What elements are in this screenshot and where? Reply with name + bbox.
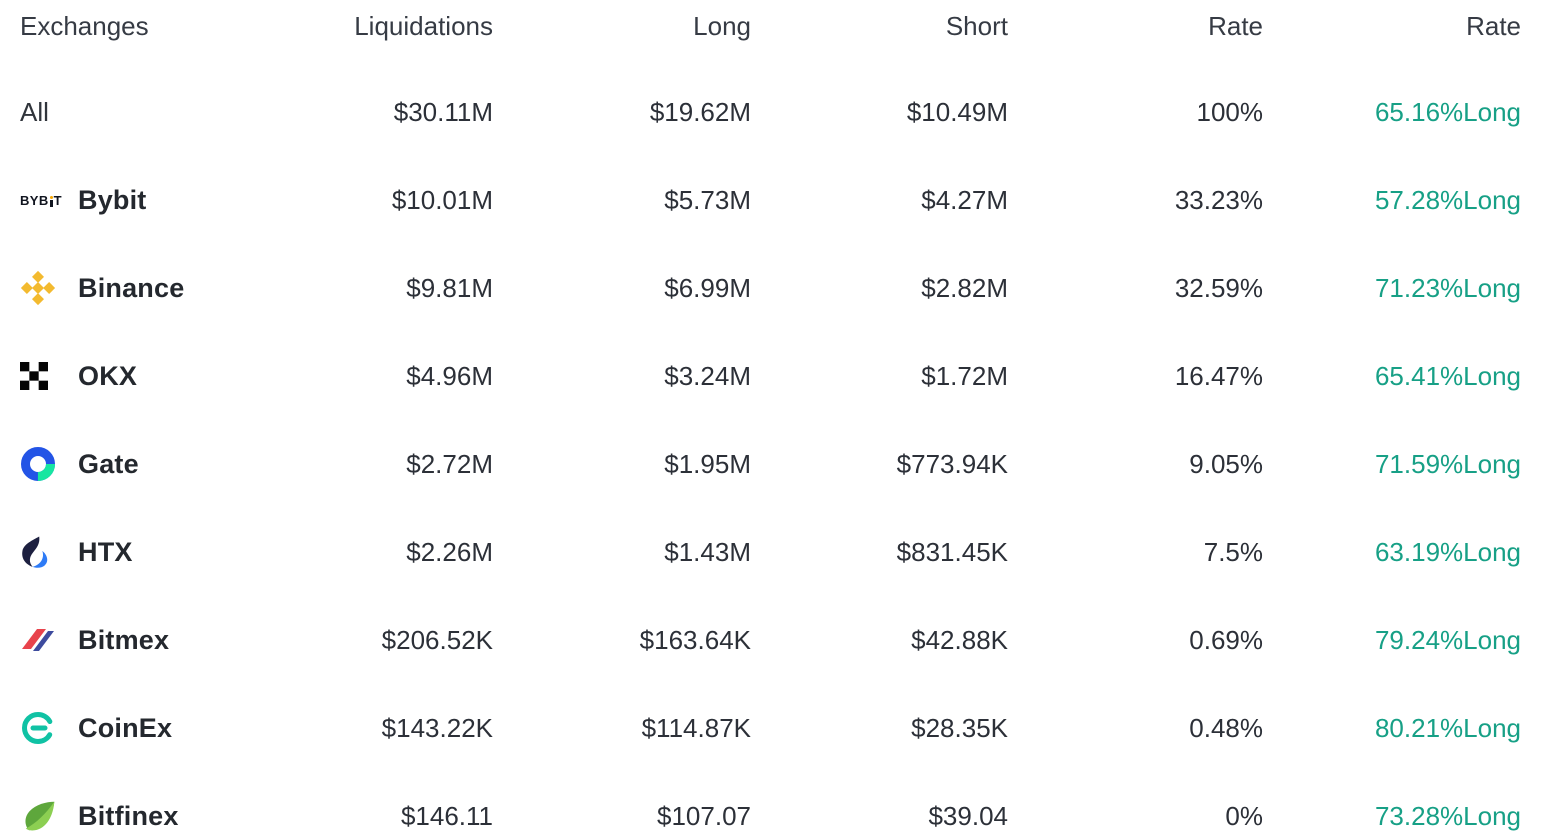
- long-rate-value: 71.23%Long: [1374, 272, 1521, 303]
- okx-icon: [20, 362, 78, 390]
- short-value: $1.72M: [921, 360, 1008, 391]
- long-rate-value: 57.28%Long: [1374, 184, 1521, 215]
- short-value: $773.94K: [896, 448, 1008, 479]
- gate-icon: [20, 446, 78, 482]
- long-rate-value: 73.28%Long: [1374, 800, 1521, 831]
- exchange-cell: BYB T Bybit: [20, 185, 236, 216]
- table-row[interactable]: All $30.11M $19.62M $10.49M 100% 65.16%L…: [20, 68, 1521, 156]
- rate-value: 7.5%: [1203, 536, 1263, 567]
- exchange-cell: Bitmex: [20, 622, 236, 658]
- exchange-cell: Binance: [20, 270, 236, 306]
- header-long-rate[interactable]: Rate: [1466, 10, 1521, 41]
- exchange-cell: Bitfinex: [20, 797, 236, 835]
- long-value: $5.73M: [664, 184, 751, 215]
- exchange-name: Gate: [78, 448, 139, 479]
- coinex-icon: [20, 710, 78, 746]
- liquidations-value: $146.11: [400, 800, 493, 831]
- table-row[interactable]: HTX $2.26M $1.43M $831.45K 7.5% 63.19%Lo…: [20, 508, 1521, 596]
- liquidations-value: $10.01M: [391, 184, 493, 215]
- rate-value: 0.48%: [1189, 712, 1263, 743]
- long-value: $1.43M: [664, 536, 751, 567]
- long-value: $163.64K: [639, 624, 751, 655]
- liquidations-value: $2.26M: [406, 536, 493, 567]
- exchange-name: Bitmex: [78, 624, 170, 655]
- bitmex-icon: [20, 622, 78, 658]
- exchange-cell: All: [20, 97, 236, 128]
- exchange-cell: OKX: [20, 361, 236, 392]
- long-value: $6.99M: [664, 272, 751, 303]
- rate-value: 0.69%: [1189, 624, 1263, 655]
- htx-icon: [20, 535, 78, 569]
- long-rate-value: 80.21%Long: [1374, 712, 1521, 743]
- exchange-cell: HTX: [20, 535, 236, 569]
- short-value: $10.49M: [906, 96, 1008, 127]
- liquidations-value: $206.52K: [381, 624, 493, 655]
- exchange-cell: CoinEx: [20, 710, 236, 746]
- rate-value: 100%: [1196, 96, 1264, 127]
- header-long[interactable]: Long: [693, 10, 751, 41]
- long-rate-value: 79.24%Long: [1374, 624, 1521, 655]
- short-value: $2.82M: [921, 272, 1008, 303]
- table-row[interactable]: BYB T Bybit $10.01M $5.73M $4.27M 33.23% …: [20, 156, 1521, 244]
- exchange-name: Binance: [78, 272, 185, 303]
- short-value: $28.35K: [911, 712, 1008, 743]
- table-row[interactable]: Bitmex $206.52K $163.64K $42.88K 0.69% 7…: [20, 596, 1521, 684]
- table-row[interactable]: CoinEx $143.22K $114.87K $28.35K 0.48% 8…: [20, 684, 1521, 772]
- header-liquidations[interactable]: Liquidations: [354, 10, 493, 41]
- long-value: $114.87K: [641, 712, 751, 743]
- header-short[interactable]: Short: [945, 10, 1008, 41]
- table-row[interactable]: Bitfinex $146.11 $107.07 $39.04 0% 73.28…: [20, 772, 1521, 840]
- exchange-name: Bitfinex: [78, 800, 179, 831]
- liquidations-value: $9.81M: [406, 272, 493, 303]
- exchange-cell: Gate: [20, 446, 236, 482]
- short-value: $42.88K: [911, 624, 1008, 655]
- liquidations-value: $30.11M: [393, 96, 493, 127]
- long-rate-value: 71.59%Long: [1374, 448, 1521, 479]
- long-value: $3.24M: [664, 360, 751, 391]
- liquidations-value: $143.22K: [381, 712, 493, 743]
- exchange-name: HTX: [78, 536, 133, 567]
- long-value: $107.07: [657, 800, 751, 831]
- rate-value: 16.47%: [1174, 360, 1263, 391]
- short-value: $831.45K: [896, 536, 1008, 567]
- exchange-name: OKX: [78, 360, 138, 391]
- bybit-icon: BYB T: [20, 192, 62, 208]
- table-header-row: Exchanges Liquidations Long Short Rate R…: [20, 0, 1521, 52]
- long-value: $1.95M: [664, 448, 751, 479]
- rate-value: 32.59%: [1174, 272, 1263, 303]
- rate-value: 33.23%: [1174, 184, 1263, 215]
- liquidations-value: $2.72M: [406, 448, 493, 479]
- rate-value: 0%: [1225, 800, 1263, 831]
- short-value: $4.27M: [921, 184, 1008, 215]
- binance-icon: [20, 270, 78, 306]
- table-row[interactable]: Gate $2.72M $1.95M $773.94K 9.05% 71.59%…: [20, 420, 1521, 508]
- exchange-name: All: [20, 96, 49, 127]
- rate-value: 9.05%: [1189, 448, 1263, 479]
- long-value: $19.62M: [649, 96, 751, 127]
- table-body: All $30.11M $19.62M $10.49M 100% 65.16%L…: [20, 68, 1521, 840]
- exchange-name: CoinEx: [78, 712, 173, 743]
- exchange-name: Bybit: [78, 184, 147, 215]
- table-row[interactable]: OKX $4.96M $3.24M $1.72M 16.47% 65.41%Lo…: [20, 332, 1521, 420]
- liquidations-value: $4.96M: [406, 360, 493, 391]
- long-rate-value: 65.16%Long: [1374, 96, 1521, 127]
- long-rate-value: 63.19%Long: [1374, 536, 1521, 567]
- short-value: $39.04: [928, 800, 1008, 831]
- header-rate[interactable]: Rate: [1208, 10, 1263, 41]
- bitfinex-icon: [20, 797, 78, 835]
- long-rate-value: 65.41%Long: [1374, 360, 1521, 391]
- table-row[interactable]: Binance $9.81M $6.99M $2.82M 32.59% 71.2…: [20, 244, 1521, 332]
- header-exchanges[interactable]: Exchanges: [20, 10, 149, 41]
